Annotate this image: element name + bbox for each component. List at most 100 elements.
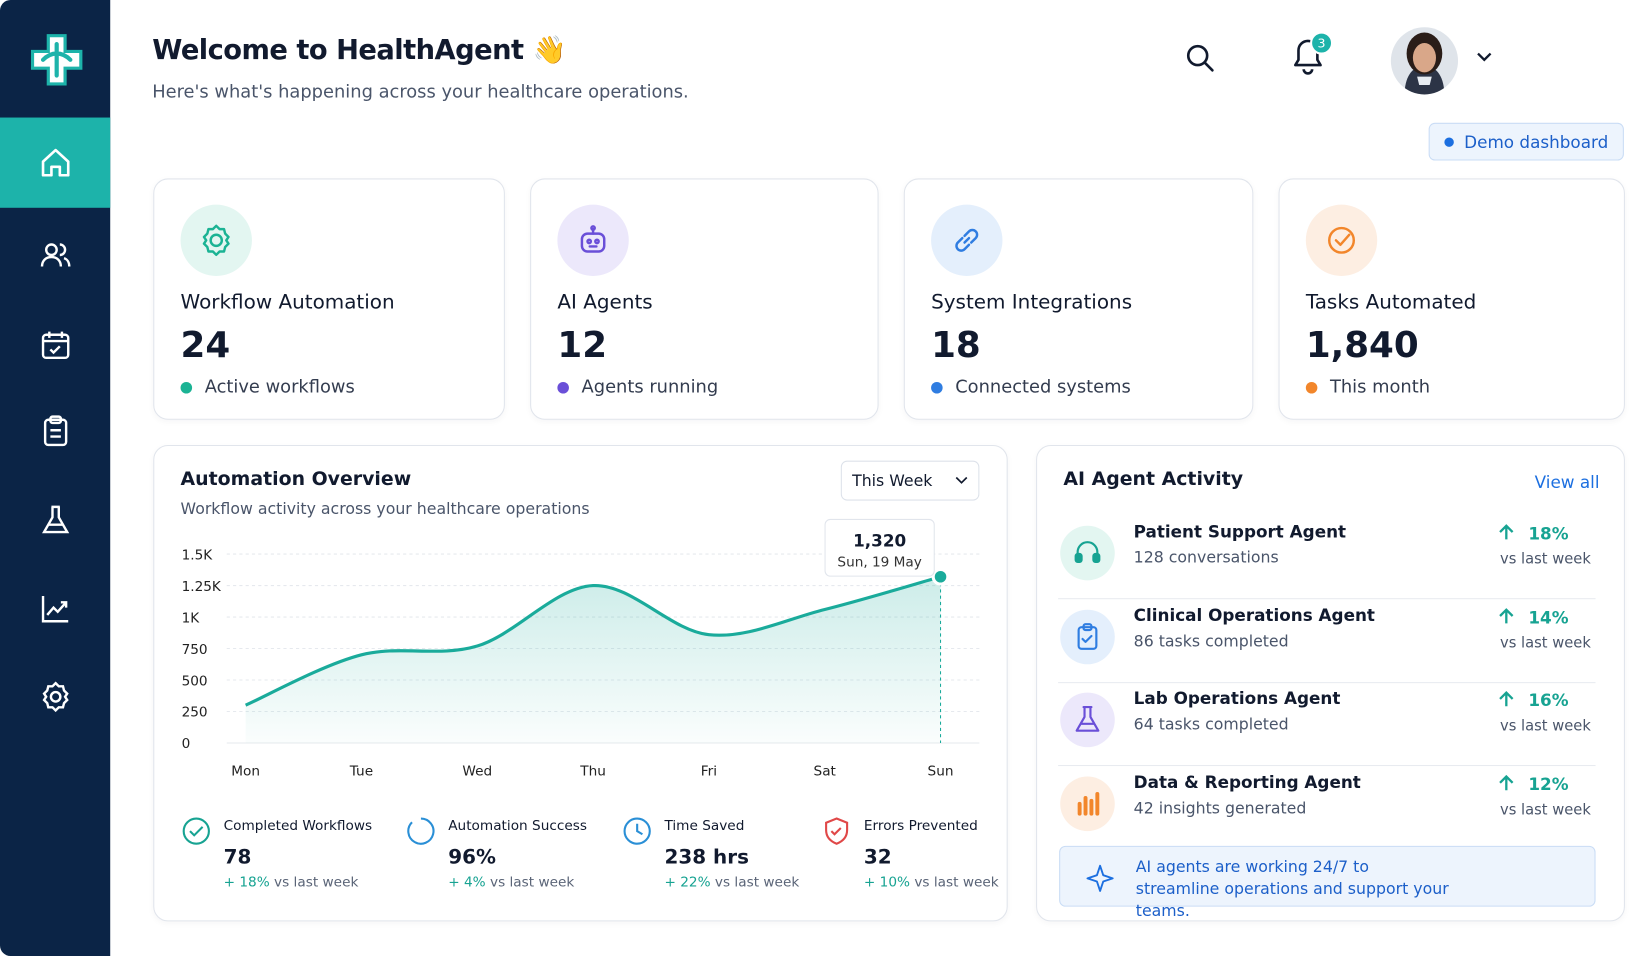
- avatar[interactable]: [1390, 26, 1459, 95]
- stat-caption: Active workflows: [180, 376, 355, 398]
- agent-row: Data & Reporting Agent 42 insights genera…: [1058, 766, 1595, 850]
- x-tick-label: Wed: [462, 764, 492, 780]
- agent-icon: [1060, 776, 1115, 831]
- nav-analytics[interactable]: [0, 564, 110, 654]
- area: [245, 576, 941, 743]
- y-tick-label: 1.5K: [182, 547, 214, 563]
- up-arrow: [1499, 774, 1514, 795]
- summary-value: 32: [863, 845, 892, 869]
- nav-calendar[interactable]: [0, 300, 110, 390]
- stat-caption-text: Connected systems: [955, 376, 1131, 398]
- x-tick-label: Sun: [928, 764, 954, 780]
- stat-title: AI Agents: [557, 290, 653, 314]
- nav-settings[interactable]: [0, 652, 110, 742]
- activity-footer: AI agents are working 24/7 to streamline…: [1059, 845, 1596, 920]
- profile-menu[interactable]: [1476, 50, 1493, 63]
- agent-change-value: 14%: [1528, 607, 1569, 628]
- agent-name: Data & Reporting Agent: [1133, 771, 1361, 792]
- summary-icon: [622, 816, 651, 850]
- agent-change: 16%: [1499, 691, 1569, 712]
- nav-home[interactable]: [0, 117, 111, 208]
- sidebar: [0, 0, 111, 956]
- stat-caption-text: This month: [1329, 376, 1431, 398]
- period-text: This Week: [852, 471, 933, 491]
- stat-card: System Integrations 18 Connected systems: [903, 178, 1254, 420]
- agent-detail: 86 tasks completed: [1133, 631, 1289, 651]
- stat-icon: [1305, 204, 1378, 276]
- agent-change-note: vs last week: [1500, 550, 1591, 568]
- nav-tasks[interactable]: [0, 386, 110, 476]
- summary-change-note: vs last week: [914, 875, 999, 891]
- tooltip-value: 1,320: [853, 531, 906, 551]
- nav-patients[interactable]: [0, 210, 110, 300]
- stat-caption: Connected systems: [931, 377, 1131, 398]
- x-tick-label: Fri: [701, 764, 717, 780]
- stat-caption: This month: [1305, 376, 1431, 398]
- agent-icon: [1060, 609, 1115, 664]
- agent-row: Patient Support Agent 128 conversations 18…: [1058, 515, 1596, 600]
- demo-badge-text: Demo dashboard: [1464, 131, 1609, 152]
- summary-label: Errors Prevented: [863, 818, 978, 835]
- agent-name: Lab Operations Agent: [1133, 688, 1341, 709]
- y-tick-label: 1.25K: [182, 579, 222, 595]
- agent-name: Clinical Operations Agent: [1133, 604, 1375, 625]
- summary-change-value: + 4%: [448, 875, 486, 891]
- status-dot: [557, 381, 569, 394]
- agent-detail: 128 conversations: [1133, 547, 1279, 567]
- agent-change: 18%: [1499, 524, 1569, 545]
- up-arrow: [1499, 524, 1514, 545]
- summary-change: + 10% vs last week: [864, 875, 999, 891]
- y-tick-label: 0: [182, 736, 191, 752]
- activity-footer-text: AI agents are working 24/7 to streamline…: [1135, 857, 1449, 921]
- agent-row: Clinical Operations Agent 86 tasks comple…: [1058, 599, 1596, 683]
- chart-title: Automation Overview: [180, 468, 412, 491]
- agent-row: Lab Operations Agent 64 tasks completed 16…: [1058, 682, 1596, 767]
- nav-lab[interactable]: [0, 475, 110, 565]
- stat-card: Tasks Automated 1,840 This month: [1278, 178, 1625, 420]
- stat-caption-text: Agents running: [581, 376, 719, 398]
- stat-value: 1,840: [1305, 324, 1419, 367]
- agent-change-value: 16%: [1528, 690, 1569, 711]
- agent-change-note: vs last week: [1500, 801, 1591, 819]
- stat-icon: [931, 204, 1003, 276]
- period-select[interactable]: This Week: [840, 460, 980, 501]
- activity-card: AI Agent Activity View all Patient Suppo…: [1036, 444, 1625, 922]
- summary-icon: [406, 816, 435, 850]
- chart-subtitle: Workflow activity across your healthcare…: [180, 499, 590, 519]
- status-dot: [1305, 381, 1318, 394]
- y-tick-label: 750: [182, 642, 208, 658]
- demo-badge[interactable]: Demo dashboard: [1428, 122, 1624, 161]
- y-tick-label: 250: [182, 705, 208, 721]
- page-subtitle: Here's what's happening across your heal…: [152, 81, 689, 103]
- agent-change-note: vs last week: [1500, 634, 1591, 652]
- line-chart: 0 250 500 750 1K 1.25K 1.5K Mon Tue Wed Thu Fri Sat S…: [182, 518, 980, 780]
- logo[interactable]: [28, 31, 85, 88]
- search-icon[interactable]: [1184, 42, 1215, 73]
- x-tick-label: Mon: [231, 764, 260, 780]
- summary-change-note: vs last week: [489, 875, 575, 891]
- x-tick-label: Tue: [349, 764, 373, 780]
- stat-icon: [180, 204, 252, 276]
- agent-icon: [1060, 525, 1115, 581]
- point: [931, 567, 950, 586]
- agent-change: 12%: [1499, 774, 1569, 795]
- page-title: Welcome to HealthAgent 👋: [152, 34, 567, 67]
- up-arrow: [1499, 690, 1514, 712]
- stat-value: 12: [557, 324, 608, 367]
- summary-change: + 4% vs last week: [448, 875, 574, 891]
- view-all-link[interactable]: View all: [1534, 472, 1600, 493]
- agent-name: Patient Support Agent: [1133, 521, 1347, 542]
- summary-value: 78: [223, 845, 252, 869]
- stat-caption-text: Active workflows: [204, 376, 355, 398]
- tooltip: [824, 518, 935, 577]
- summary-change-note: vs last week: [714, 875, 800, 891]
- up-arrow: [1499, 607, 1514, 628]
- agent-detail: 42 insights generated: [1133, 798, 1307, 817]
- notification-count: 3: [1318, 36, 1326, 51]
- x-tick-label: Sat: [814, 764, 837, 780]
- line: [245, 575, 941, 707]
- summary-change-note: vs last week: [274, 875, 359, 891]
- agent-detail: 64 tasks completed: [1133, 714, 1289, 734]
- chart-card: Automation Overview Workflow activity ac…: [153, 444, 1008, 922]
- notifications[interactable]: 3: [1287, 31, 1339, 77]
